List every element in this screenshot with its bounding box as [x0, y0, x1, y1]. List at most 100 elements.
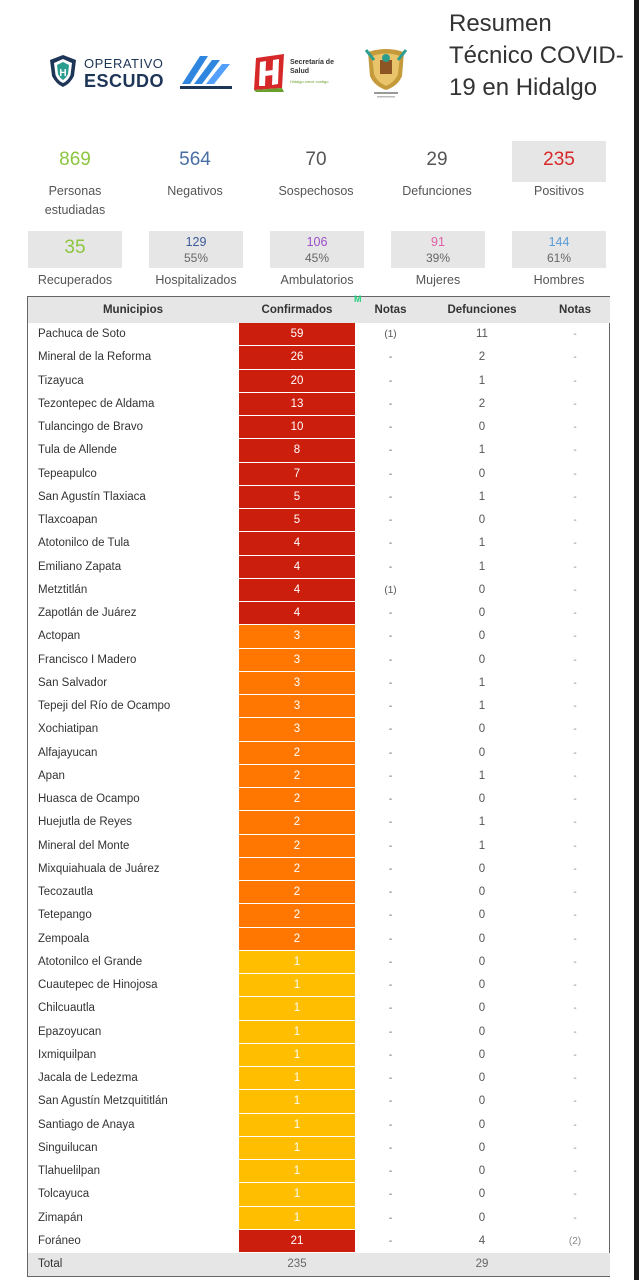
confirmados-cell: 2 — [239, 834, 355, 858]
table-row: Zimapán 1 - 0 - — [28, 1206, 609, 1230]
stat-label: Personas estudiadas — [44, 184, 106, 217]
municipio-cell: Metztitlán — [38, 583, 88, 596]
header-notas: Notas — [358, 297, 423, 323]
stat-personas-estudiadas: 869 Personas estudiadas — [28, 144, 122, 220]
notas-2-cell: - — [573, 1189, 577, 1201]
notas-cell: - — [388, 956, 393, 968]
substat-label: Hombres — [533, 273, 585, 287]
municipio-cell: Mixquiahuala de Juárez — [38, 862, 160, 875]
defunciones-cell: 0 — [478, 979, 486, 991]
defunciones-cell: 0 — [478, 421, 486, 433]
notas-2-cell: - — [573, 352, 577, 364]
table-row: Huasca de Ocampo 2 - 0 - — [28, 788, 609, 812]
notas-2-cell: - — [573, 910, 577, 922]
table-row: Tula de Allende 8 - 1 - — [28, 439, 609, 463]
substat-hospitalizados: 129 55% Hospitalizados — [149, 231, 243, 291]
confirmados-cell: 1 — [239, 1043, 355, 1067]
municipio-cell: Tepeapulco — [38, 467, 97, 480]
notas-cell: - — [388, 724, 393, 736]
municipio-cell: Huasca de Ocampo — [38, 793, 140, 805]
defunciones-cell: 0 — [478, 1211, 486, 1224]
total-label: Total — [28, 1253, 238, 1277]
table-row: Actopan 3 - 0 - — [28, 625, 609, 649]
substat-mujeres: 91 39% Mujeres — [391, 231, 485, 291]
confirmados-cell: 2 — [239, 904, 355, 928]
table-row: San Salvador 3 - 1 - — [28, 671, 609, 695]
notas-2-cell: - — [573, 329, 577, 340]
table-row: Tolcayuca 1 - 0 - — [28, 1183, 609, 1207]
notas-cell: - — [388, 561, 393, 573]
municipio-cell: Alfajayucan — [38, 746, 98, 759]
municipio-cell: Tlahuelilpan — [38, 1165, 101, 1177]
notas-cell: - — [388, 1166, 393, 1177]
confirmados-cell: 3 — [239, 648, 355, 672]
confirmados-cell: 1 — [239, 997, 355, 1021]
confirmados-cell: 1 — [239, 1160, 355, 1184]
column-separator — [355, 1253, 357, 1277]
notas-cell: - — [388, 677, 393, 689]
notas-2-cell: - — [573, 933, 577, 945]
notas-2-cell: - — [573, 747, 577, 759]
stat-defunciones: 29 Defunciones — [390, 144, 484, 201]
header-mark: M — [354, 294, 362, 304]
operativo-escudo-logo: H OPERATIVO ESCUDO — [44, 50, 166, 92]
notas-2-cell: - — [573, 677, 577, 689]
defunciones-cell: 1 — [478, 490, 486, 503]
confirmados-cell: 3 — [239, 695, 355, 719]
confirmados-cell: 10 — [239, 416, 355, 440]
confirmados-cell: 1 — [239, 974, 355, 998]
table-row: Apan 2 - 1 - — [28, 764, 609, 788]
stat-label: Positivos — [533, 184, 585, 198]
defunciones-cell: 1 — [478, 700, 486, 712]
defunciones-cell: 11 — [476, 328, 488, 340]
municipio-cell: Ixmiquilpan — [38, 1048, 97, 1061]
notas-cell: - — [388, 1235, 393, 1247]
substat-label: Hospitalizados — [155, 273, 237, 287]
confirmados-cell: 3 — [239, 625, 355, 649]
notas-cell: - — [388, 515, 393, 526]
stat-label: Defunciones — [402, 184, 472, 198]
table-row: Atotonilco el Grande 1 - 0 - — [28, 950, 609, 974]
shield-icon: H — [50, 55, 76, 87]
notas-2-cell: - — [573, 608, 577, 619]
header-defunciones: Defunciones — [426, 297, 538, 323]
table-row: Tepeji del Río de Ocampo 3 - 1 - — [28, 695, 609, 719]
notas-2-cell: - — [573, 584, 577, 596]
table-row: Singuilucan 1 - 0 - — [28, 1136, 609, 1160]
table-row: San Agustín Tlaxiaca 5 - 1 - — [28, 485, 609, 509]
building-icon — [180, 56, 232, 89]
notas-cell: - — [388, 933, 393, 945]
salud-logo-slogan: Hidalgo crece contigo — [290, 79, 329, 84]
municipio-cell: Atotonilco el Grande — [38, 955, 143, 968]
confirmados-cell: 1 — [239, 1113, 355, 1137]
defunciones-cell: 0 — [478, 723, 486, 736]
defunciones-cell: 0 — [478, 909, 486, 922]
total-notas — [358, 1253, 423, 1277]
defunciones-cell: 1 — [478, 444, 486, 457]
column-separator — [538, 1253, 540, 1277]
table-row: Mixquiahuala de Juárez 2 - 0 - — [28, 857, 609, 881]
stat-sospechosos: 70 Sospechosos — [269, 144, 363, 201]
total-confirmados: 235 — [239, 1253, 355, 1277]
municipio-cell: Zapotlán de Juárez — [38, 607, 137, 619]
defunciones-cell: 0 — [478, 955, 486, 968]
logo-strip: H OPERATIVO ESCUDO Secretaría de Salud — [44, 44, 414, 100]
notas-cell: - — [388, 1096, 393, 1108]
notas-cell: - — [388, 980, 393, 991]
municipio-cell: Pachuca de Soto — [38, 328, 126, 340]
table-row: Cuautepec de Hinojosa 1 - 0 - — [28, 974, 609, 998]
municipio-cell: Tulancingo de Bravo — [38, 421, 144, 433]
defunciones-cell: 1 — [478, 816, 486, 829]
notas-2-cell: (2) — [568, 1235, 582, 1247]
substat-label: Mujeres — [415, 273, 461, 287]
notas-2-cell: - — [573, 980, 577, 991]
confirmados-cell: 2 — [239, 811, 355, 835]
confirmados-cell: 1 — [239, 1067, 355, 1091]
table-row: Emiliano Zapata 4 - 1 - — [28, 555, 609, 579]
notas-cell: - — [388, 794, 393, 805]
table-row: Epazoyucan 1 - 0 - — [28, 1020, 609, 1044]
notas-cell: (1) — [384, 584, 397, 596]
notas-2-cell: - — [573, 1166, 577, 1177]
notas-2-cell: - — [573, 724, 577, 736]
